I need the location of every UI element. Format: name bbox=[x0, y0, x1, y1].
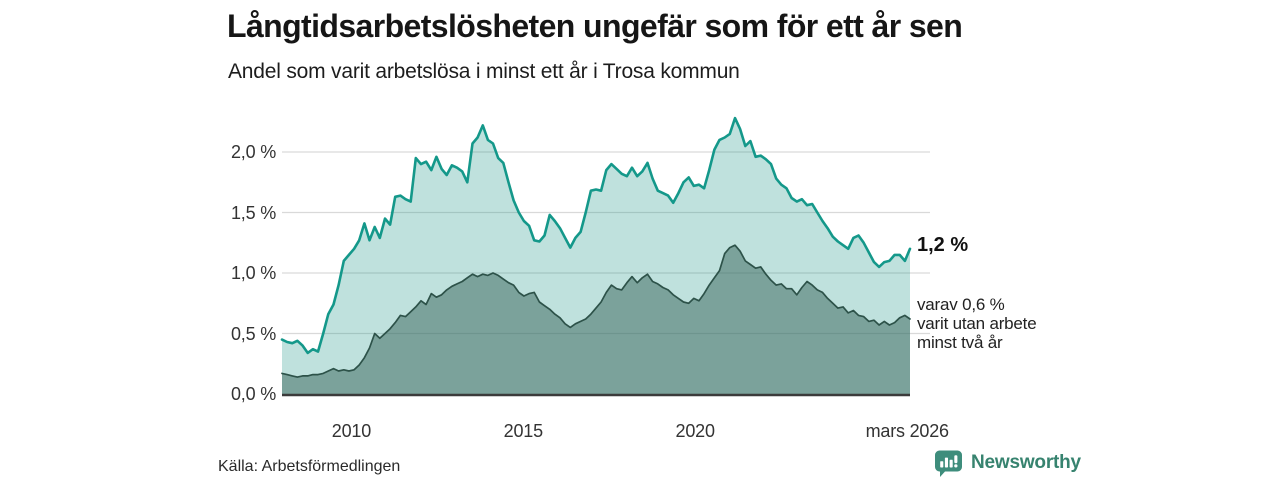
chart-title: Långtidsarbetslösheten ungefär som för e… bbox=[227, 8, 963, 44]
y-tick-label: 1,5 % bbox=[230, 202, 276, 223]
breakdown-line: minst två år bbox=[917, 333, 1003, 352]
breakdown-annotation: varav 0,6 % varit utan arbete minst två … bbox=[917, 295, 1067, 352]
y-tick-label: 0,5 % bbox=[230, 323, 276, 344]
breakdown-line: varav 0,6 % bbox=[917, 295, 1005, 314]
x-tick-label: mars 2026 bbox=[865, 421, 949, 441]
y-tick-label: 1,0 % bbox=[230, 263, 276, 283]
y-tick-label: 0,0 % bbox=[230, 384, 276, 404]
newsworthy-wordmark: Newsworthy bbox=[971, 452, 1081, 473]
source-note: Källa: Arbetsförmedlingen bbox=[218, 458, 401, 475]
newsworthy-brand: Newsworthy bbox=[933, 448, 1081, 480]
y-tick-label: 2,0 % bbox=[230, 142, 276, 162]
x-tick-label: 2020 bbox=[675, 421, 715, 441]
newsworthy-speech-bubble-bar-chart-icon bbox=[935, 450, 962, 477]
breakdown-line: varit utan arbete bbox=[917, 314, 1037, 333]
chart-subtitle: Andel som varit arbetslösa i minst ett å… bbox=[228, 60, 740, 83]
x-tick-label: 2015 bbox=[503, 421, 543, 441]
latest-value-annotation: 1,2 % bbox=[917, 234, 969, 256]
x-tick-label: 2010 bbox=[331, 421, 372, 441]
